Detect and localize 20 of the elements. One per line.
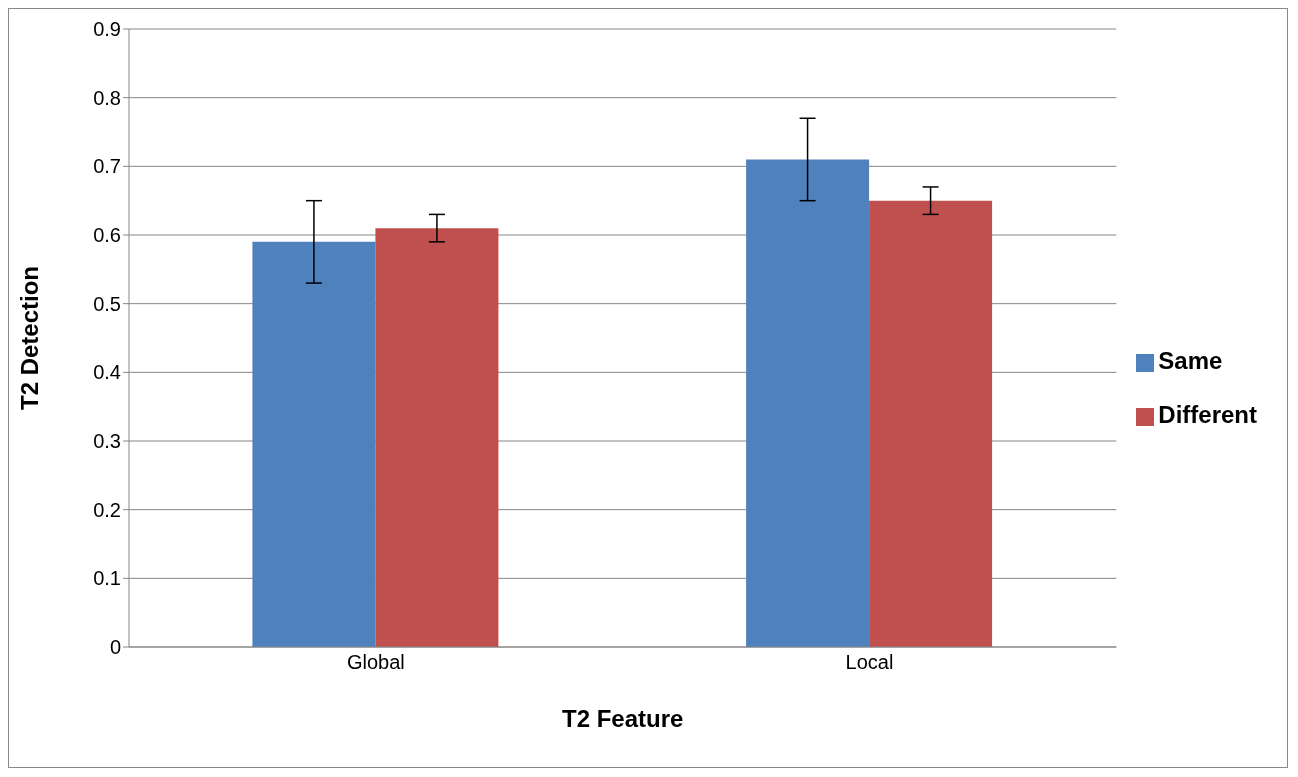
bar (375, 228, 499, 647)
legend-label: Different (1158, 401, 1257, 428)
y-tick-label: 0.5 (93, 292, 121, 315)
legend-label: Same (1158, 347, 1223, 374)
y-tick-label: 0.1 (93, 567, 121, 590)
y-tick-label: 0 (109, 636, 121, 659)
y-tick-label: 0.4 (93, 361, 121, 384)
y-tick-label: 0.3 (93, 430, 121, 453)
x-tick-label: Global (346, 651, 405, 674)
x-axis-title: T2 Feature (561, 705, 684, 732)
y-tick-label: 0.7 (93, 155, 121, 178)
y-tick-label: 0.8 (93, 86, 121, 109)
bar (869, 200, 993, 647)
y-tick-label: 0.2 (93, 498, 121, 521)
y-tick-label: 0.6 (93, 224, 121, 247)
y-axis-title: T2 Detection (15, 265, 43, 411)
y-tick-label: 0.9 (93, 18, 121, 41)
bar (252, 241, 376, 647)
x-tick-label: Local (845, 651, 894, 674)
bar (746, 159, 870, 647)
